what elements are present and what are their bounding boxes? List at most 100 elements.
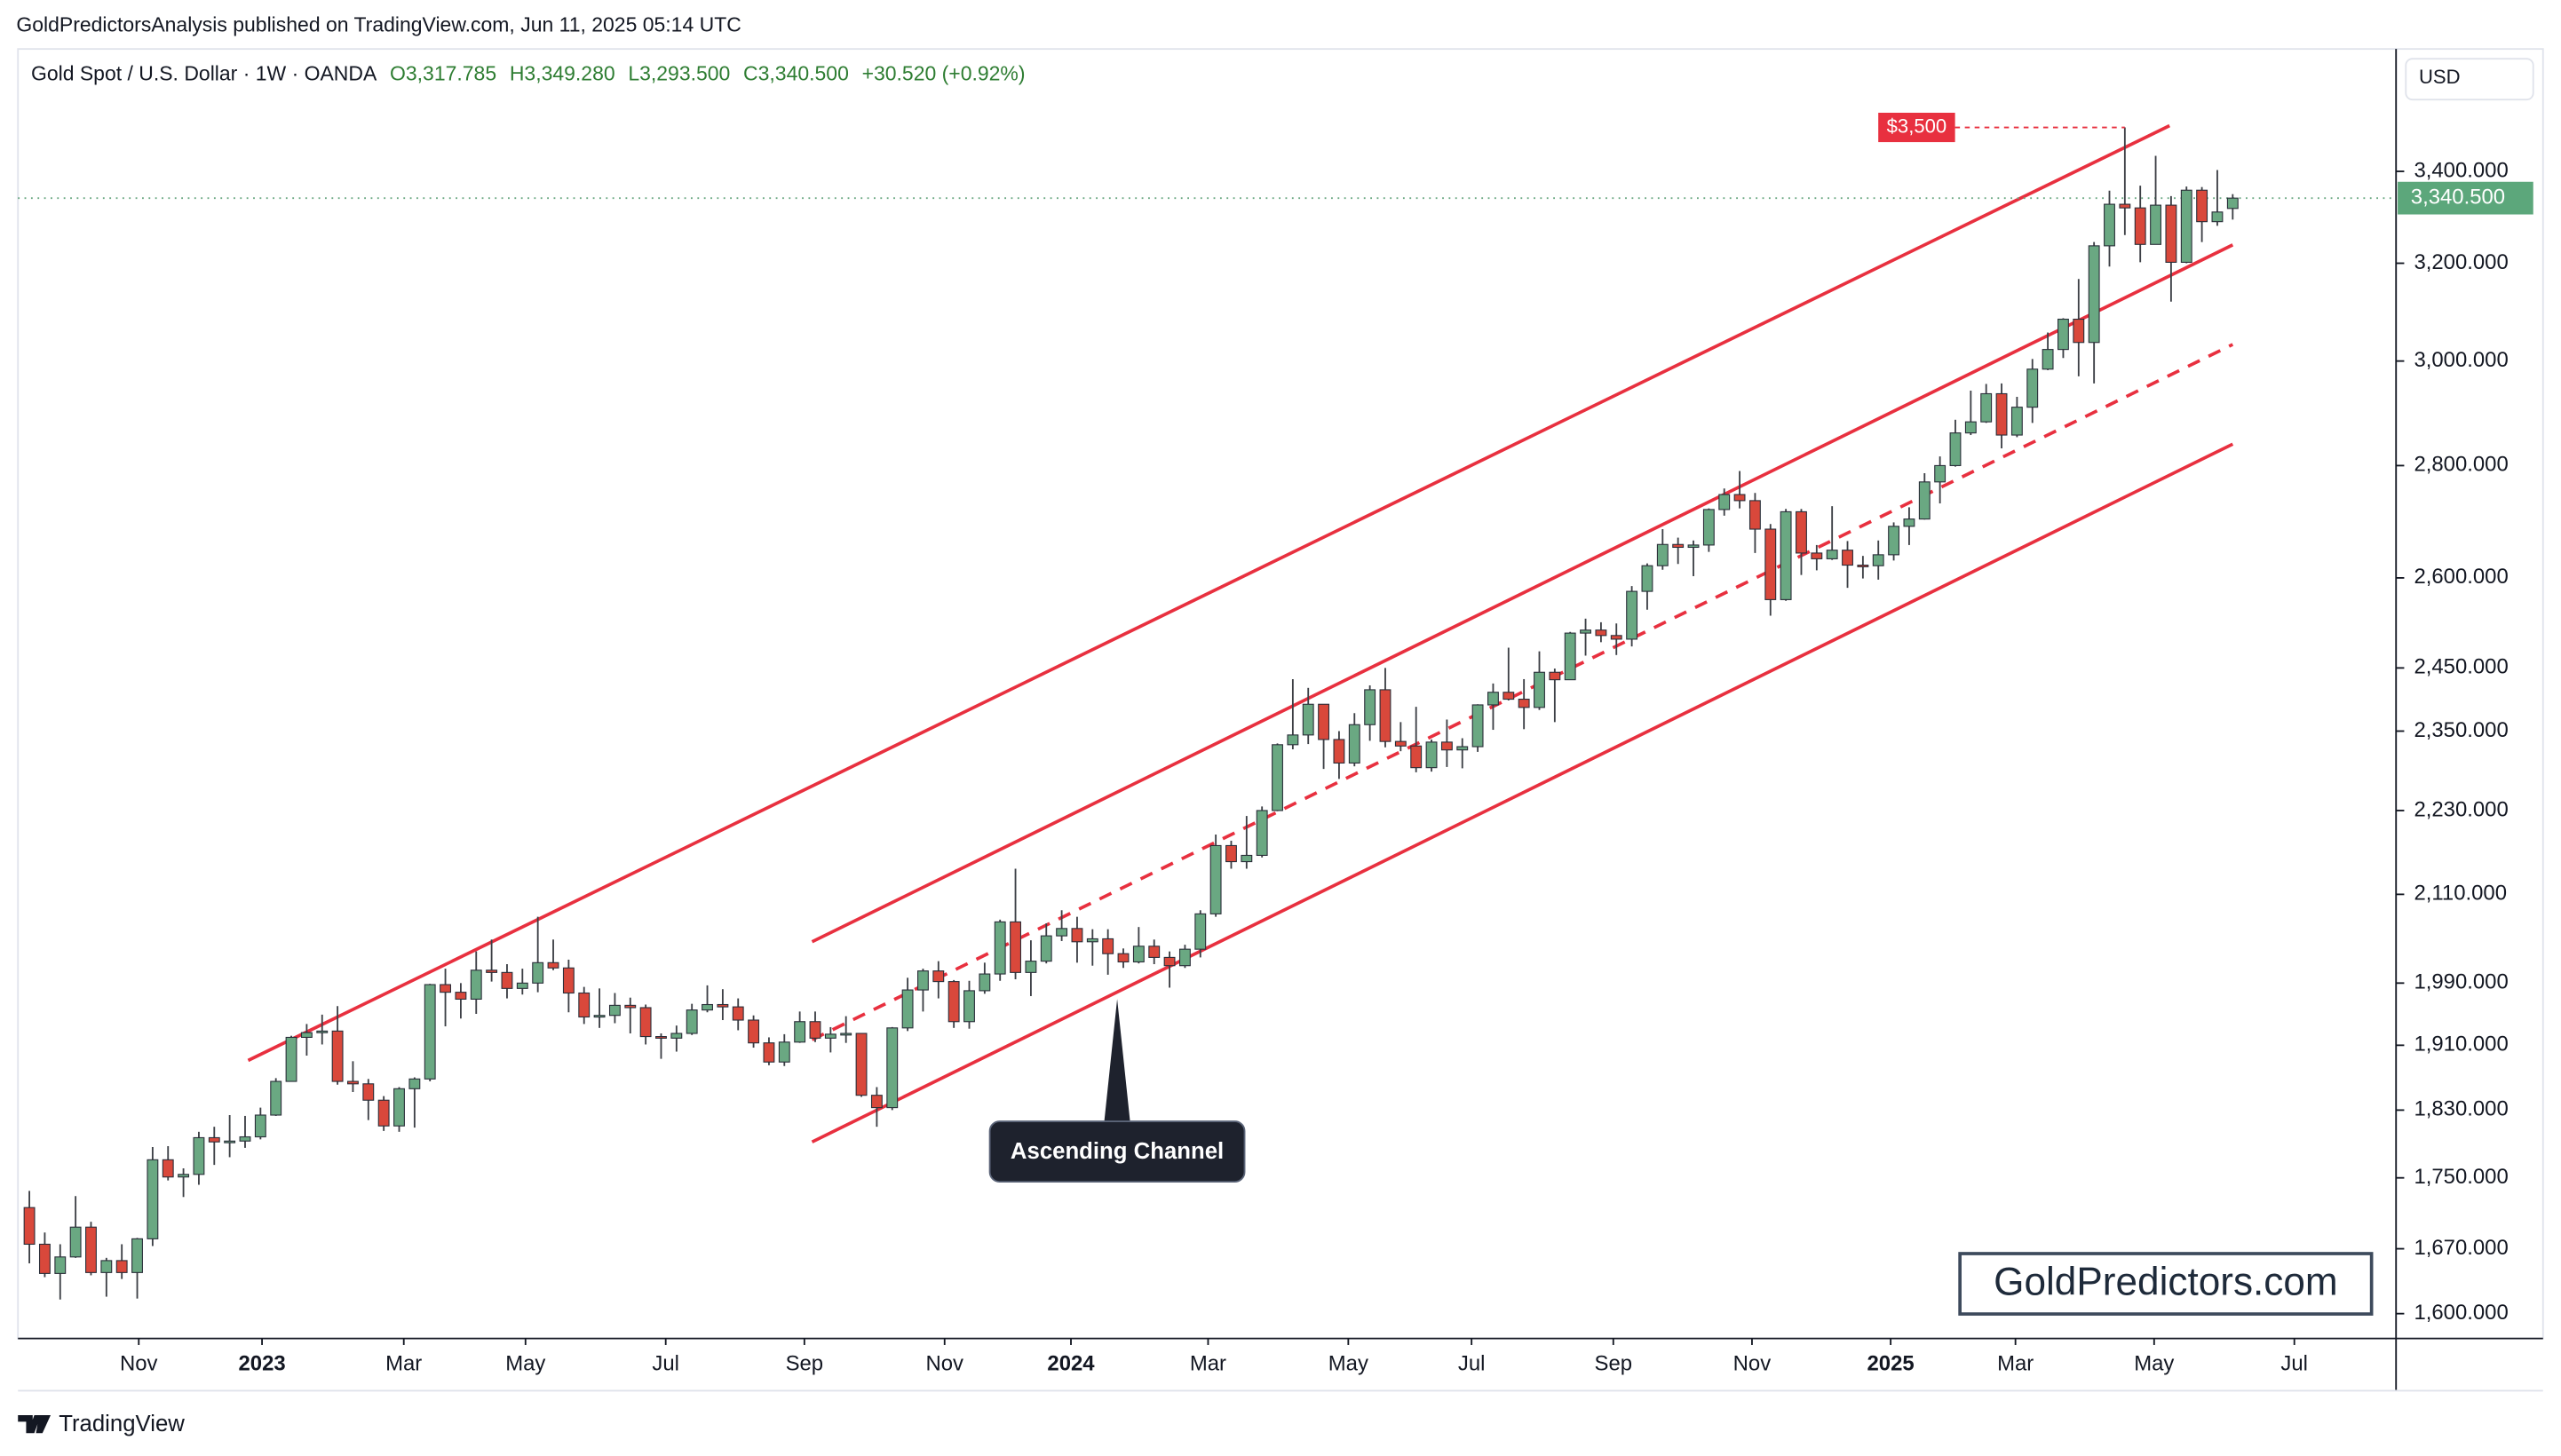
candle-body <box>994 921 1006 975</box>
candle-body <box>1348 724 1360 764</box>
candle-body <box>1949 432 1962 466</box>
candle-body <box>1687 544 1700 549</box>
candle-body <box>1811 552 1823 559</box>
candle-body <box>1733 494 1746 502</box>
callout-pointer <box>1104 999 1130 1123</box>
watermark-text: GoldPredictors.com <box>1994 1261 2338 1304</box>
candle-body <box>717 1003 729 1008</box>
brand-logo <box>18 1415 52 1434</box>
candle-body <box>1209 844 1222 914</box>
x-tick-label: Mar <box>1190 1351 1226 1375</box>
channel-callout: Ascending Channel <box>988 999 1246 1183</box>
candle-body <box>440 984 451 993</box>
y-tick-label: 2,800.000 <box>2414 453 2508 477</box>
candle-body <box>300 1032 313 1038</box>
candle-body <box>1010 921 1021 973</box>
candle-body <box>1287 734 1299 746</box>
candle-body <box>2180 189 2192 263</box>
last-price-box <box>2398 181 2533 215</box>
candle-body <box>1964 421 1977 434</box>
candle-body <box>917 970 929 991</box>
candle-body <box>23 1207 36 1246</box>
candle-body <box>840 1033 852 1036</box>
y-tick-label: 1,990.000 <box>2414 970 2508 994</box>
candle-body <box>486 969 498 973</box>
candle-body <box>1610 635 1622 640</box>
candle-body <box>1256 810 1268 857</box>
candle-body <box>870 1095 883 1109</box>
candle-body <box>1995 392 2008 436</box>
y-tick-label: 2,110.000 <box>2414 882 2507 906</box>
candle-body <box>501 971 513 989</box>
x-tick-label: Sep <box>1595 1351 1633 1375</box>
candle-body <box>1934 464 1947 483</box>
candle-body <box>2196 189 2208 223</box>
y-tick-label: 1,600.000 <box>2414 1301 2508 1325</box>
candle-body <box>593 1015 606 1018</box>
currency-label[interactable]: USD <box>2419 66 2461 88</box>
candle-body <box>2042 349 2054 370</box>
x-tick-label: 2025 <box>1867 1351 1915 1375</box>
candle-body <box>331 1030 344 1082</box>
candle-body <box>1225 844 1237 863</box>
ohlc-value: L3,293.500 <box>628 62 730 85</box>
y-tick-label: 2,230.000 <box>2414 797 2508 821</box>
candle-body <box>794 1021 806 1043</box>
candle-body <box>2119 203 2131 209</box>
candle-body <box>2226 197 2239 210</box>
publisher-line: GoldPredictorsAnalysis published on Trad… <box>16 12 741 36</box>
x-tick-label: Jul <box>652 1351 679 1375</box>
candle-body <box>85 1226 97 1273</box>
ohlc-legend: O3,317.785 H3,349.280 L3,293.500 C3,340.500… <box>390 62 1025 85</box>
candle-body <box>1456 746 1469 751</box>
candle-body <box>855 1033 868 1096</box>
candle-body <box>2058 318 2069 351</box>
x-tick-label: Nov <box>120 1351 158 1375</box>
candle-body <box>1163 956 1176 967</box>
candle-body <box>670 1033 683 1039</box>
last-price-label: 3,340.500 <box>2411 185 2505 209</box>
candle-body <box>1626 590 1638 640</box>
candle-body <box>1748 500 1761 530</box>
candle-body <box>578 992 591 1018</box>
candle-body <box>1364 689 1376 725</box>
candle-body <box>178 1174 190 1178</box>
candle-body <box>162 1159 174 1178</box>
candle-body <box>285 1036 297 1082</box>
candle-body <box>932 970 945 983</box>
candle-body <box>1025 961 1037 973</box>
ohlc-value: C3,340.500 <box>743 62 849 85</box>
x-tick-label: Jul <box>2280 1351 2308 1375</box>
candle-body <box>1178 948 1191 967</box>
x-tick-label: Mar <box>1997 1351 2034 1375</box>
candle-body <box>1410 745 1423 769</box>
channel-line <box>247 123 2170 1063</box>
candle-body <box>1872 554 1884 566</box>
candle-body <box>1425 741 1438 769</box>
candle-body <box>393 1088 405 1127</box>
candle-body <box>947 981 960 1023</box>
currency-button[interactable] <box>2405 58 2534 101</box>
y-tick-label: 3,000.000 <box>2414 348 2508 372</box>
candle-body <box>455 992 467 1000</box>
candle-body <box>1918 481 1931 520</box>
candle-body <box>1040 935 1052 962</box>
candle-body <box>1656 543 1669 566</box>
y-tick-label: 2,600.000 <box>2414 565 2508 589</box>
candle-body <box>1518 699 1530 708</box>
candle-body <box>2010 407 2023 436</box>
candle-body <box>1102 938 1114 954</box>
candle-body <box>147 1159 159 1239</box>
candle-body <box>1241 854 1253 863</box>
candle-body <box>1796 510 1807 554</box>
x-tick-label: Nov <box>925 1351 963 1375</box>
candle-body <box>1580 629 1591 634</box>
watermark: GoldPredictors.com <box>1958 1252 2374 1316</box>
candle-body <box>824 1033 836 1039</box>
candle-body <box>239 1136 251 1142</box>
candle-body <box>1302 703 1314 736</box>
candle-body <box>2211 211 2224 223</box>
candle-body <box>254 1114 266 1138</box>
candle-body <box>2104 203 2115 247</box>
candle-body <box>778 1041 790 1063</box>
